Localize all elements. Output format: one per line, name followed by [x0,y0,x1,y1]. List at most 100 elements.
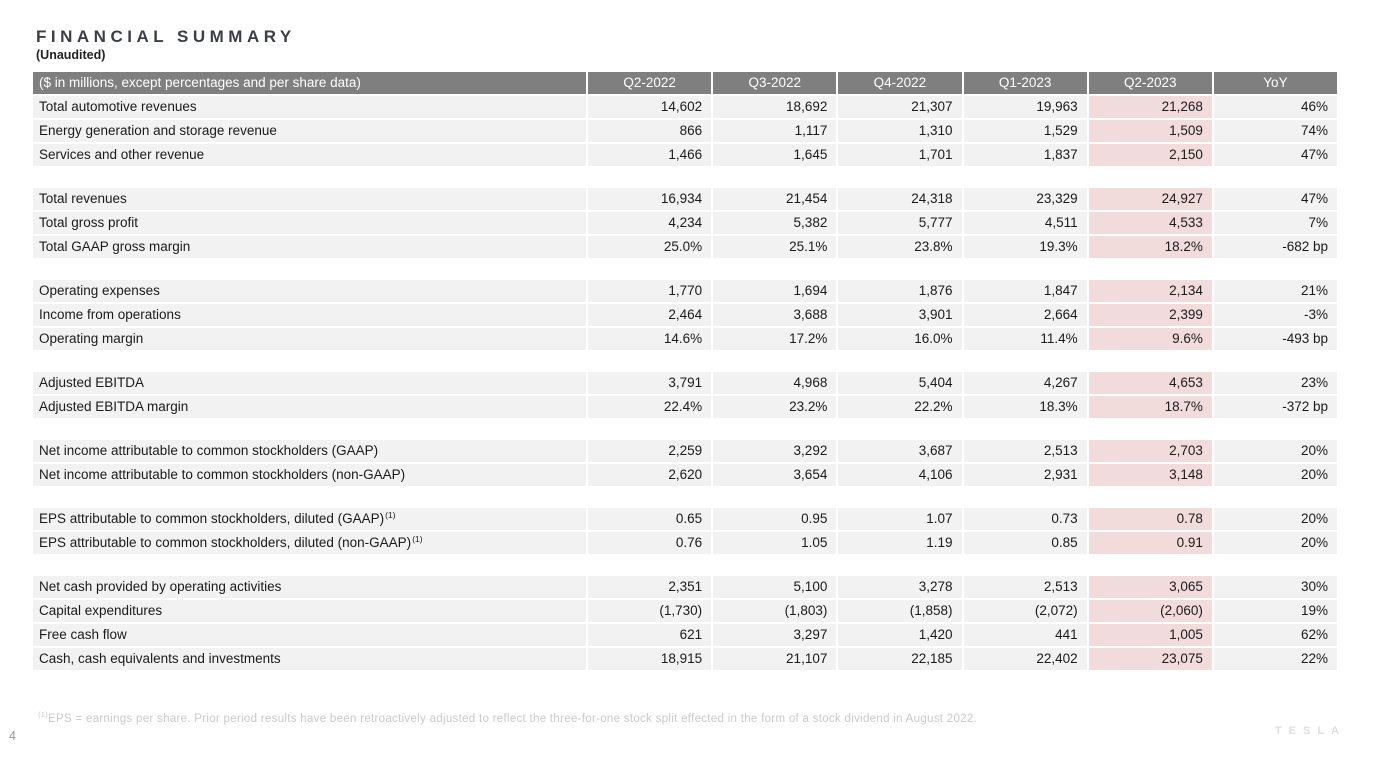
value-cell: 20% [1213,440,1338,462]
value-cell: 18.3% [963,396,1087,418]
value-cell: 25.1% [713,236,837,258]
value-cell: 2,150 [1088,144,1212,166]
value-cell: 1,509 [1088,120,1212,142]
table-section: Operating expenses 1,770 1,694 1,876 1,847 2,… [33,280,1338,350]
value-cell: 62% [1213,624,1338,646]
value-cell: 1.19 [838,532,962,554]
table-row: Services and other revenue 1,466 1,645 1,70… [33,144,1338,166]
table-row: Income from operations 2,464 3,688 3,901 2,6… [33,304,1338,326]
value-cell: 441 [963,624,1087,646]
value-cell: 1,847 [963,280,1087,302]
value-cell: 24,318 [838,188,962,210]
value-cell: 2,513 [963,440,1087,462]
value-cell: 11.4% [963,328,1087,350]
value-cell: 2,259 [588,440,712,462]
page-subtitle: (Unaudited) [36,48,106,62]
row-label: Cash, cash equivalents and investments [33,648,586,670]
value-cell: 1,701 [838,144,962,166]
value-cell: 14.6% [588,328,712,350]
value-cell: (1,730) [588,600,712,622]
row-label: EPS attributable to common stockholders,… [33,508,586,530]
value-cell: (1,803) [713,600,837,622]
value-cell: 25.0% [588,236,712,258]
value-cell: 1,645 [713,144,837,166]
value-cell: 2,931 [963,464,1087,486]
value-cell: 23% [1213,372,1338,394]
value-cell: 3,278 [838,576,962,598]
value-cell: 17.2% [713,328,837,350]
value-cell: 18.2% [1088,236,1212,258]
value-cell: -372 bp [1213,396,1338,418]
table-header-row: ($ in millions, except percentages and p… [33,72,1338,94]
table-row: EPS attributable to common stockholders,… [33,508,1338,530]
value-cell: 21,307 [838,96,962,118]
table-row: Operating margin 14.6% 17.2% 16.0% 11.4% 9.6%… [33,328,1338,350]
column-header: Q1-2023 [963,72,1087,94]
value-cell: 0.95 [713,508,837,530]
value-cell: 3,148 [1088,464,1212,486]
value-cell: 23,329 [963,188,1087,210]
table-row: EPS attributable to common stockholders,… [33,532,1338,554]
value-cell: 3,791 [588,372,712,394]
value-cell: (2,060) [1088,600,1212,622]
value-cell: 1,694 [713,280,837,302]
value-cell: 1,310 [838,120,962,142]
value-cell: 22,402 [963,648,1087,670]
value-cell: 22.2% [838,396,962,418]
table-row: Total revenues 16,934 21,454 24,318 23,329 24… [33,188,1338,210]
row-label: Adjusted EBITDA [33,372,586,394]
footnote-text: EPS = earnings per share. Prior period r… [48,712,978,725]
row-label: Total revenues [33,188,586,210]
table-row: Energy generation and storage revenue 866… [33,120,1338,142]
table-row: Adjusted EBITDA margin 22.4% 23.2% 22.2% 18.… [33,396,1338,418]
value-cell: 21,107 [713,648,837,670]
value-cell: 20% [1213,508,1338,530]
value-cell: 0.91 [1088,532,1212,554]
value-cell: 4,106 [838,464,962,486]
table-row: Net cash provided by operating activitie… [33,576,1338,598]
value-cell: 21,454 [713,188,837,210]
table-section: Total automotive revenues 14,602 18,692 21,… [33,96,1338,166]
table-row: Adjusted EBITDA 3,791 4,968 5,404 4,267 4,653… [33,372,1338,394]
table-row: Capital expenditures (1,730) (1,803) (1,858… [33,600,1338,622]
value-cell: 23.8% [838,236,962,258]
value-cell: 20% [1213,464,1338,486]
value-cell: 24,927 [1088,188,1212,210]
value-cell: 1,529 [963,120,1087,142]
table-section: Net income attributable to common stockh… [33,440,1338,486]
value-cell: 0.73 [963,508,1087,530]
row-label: Net cash provided by operating activitie… [33,576,586,598]
value-cell: 2,399 [1088,304,1212,326]
row-label: Total automotive revenues [33,96,586,118]
value-cell: 23,075 [1088,648,1212,670]
value-cell: 2,664 [963,304,1087,326]
row-label: Income from operations [33,304,586,326]
column-header: Q2-2023 [1088,72,1212,94]
value-cell: 19,963 [963,96,1087,118]
column-header: Q3-2022 [713,72,837,94]
row-label: Operating margin [33,328,586,350]
value-cell: 4,533 [1088,212,1212,234]
table-row: Net income attributable to common stockh… [33,464,1338,486]
value-cell: 1,117 [713,120,837,142]
value-cell: -682 bp [1213,236,1338,258]
value-cell: (2,072) [963,600,1087,622]
row-label: Free cash flow [33,624,586,646]
row-label: Services and other revenue [33,144,586,166]
financial-summary-table: ($ in millions, except percentages and p… [33,72,1338,670]
value-cell: 1,770 [588,280,712,302]
value-cell: 0.76 [588,532,712,554]
value-cell: 5,404 [838,372,962,394]
row-label: Capital expenditures [33,600,586,622]
value-cell: 23.2% [713,396,837,418]
value-cell: 3,688 [713,304,837,326]
value-cell: 47% [1213,144,1338,166]
value-cell: 16.0% [838,328,962,350]
row-label: Net income attributable to common stockh… [33,464,586,486]
value-cell: 3,654 [713,464,837,486]
value-cell: 47% [1213,188,1338,210]
tesla-logo: TESLA [1274,725,1346,737]
value-cell: 2,351 [588,576,712,598]
value-cell: 9.6% [1088,328,1212,350]
value-cell: 1,837 [963,144,1087,166]
